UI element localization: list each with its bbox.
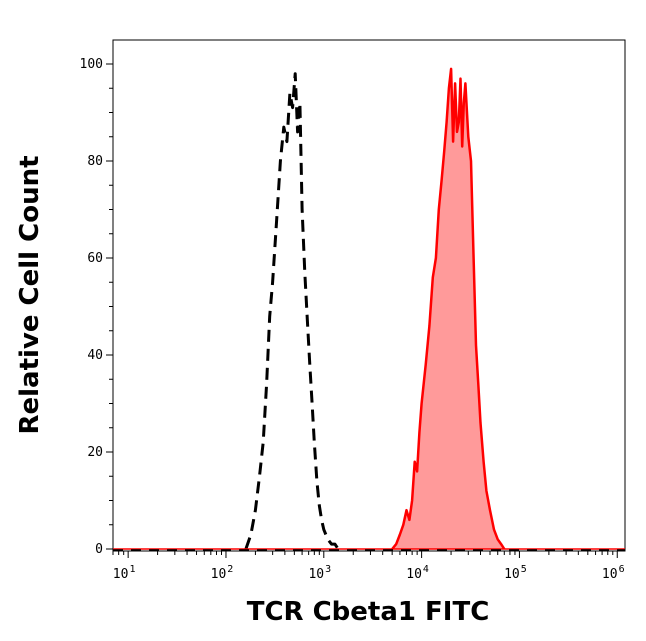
- y-tick-label: 20: [87, 445, 103, 460]
- x-tick-exponent: 6: [619, 564, 625, 575]
- x-tick-label: 106: [602, 564, 625, 582]
- y-minor-ticks: [109, 87, 113, 526]
- y-tick-label: 100: [80, 57, 103, 72]
- x-tick-exponent: 4: [423, 564, 429, 575]
- y-axis-title: Relative Cell Count: [15, 155, 45, 434]
- plot-frame: [112, 39, 626, 552]
- y-tick-label: 0: [95, 542, 103, 557]
- x-tick-label: 102: [211, 564, 234, 582]
- x-minor-ticks: [112, 551, 614, 555]
- x-tick-label: 103: [308, 564, 331, 582]
- x-tick-label: 105: [504, 564, 527, 582]
- control-histogram-line: [244, 72, 340, 550]
- y-axis-ticks: 0 20 40 60 80 100: [80, 57, 113, 557]
- stained-histogram-fill: [392, 68, 505, 550]
- x-tick-label: 104: [406, 564, 429, 582]
- x-tick-exponent: 3: [325, 564, 331, 575]
- x-tick-exponent: 5: [521, 564, 527, 575]
- x-axis-ticks: 101 102 103 104 105 106: [113, 551, 625, 582]
- series-layer: [113, 67, 625, 551]
- x-tick-exponent: 2: [227, 564, 233, 575]
- x-tick-exponent: 1: [129, 564, 135, 575]
- stained-histogram-line: [391, 67, 506, 550]
- x-tick-label: 101: [113, 564, 136, 582]
- y-tick-label: 60: [87, 251, 103, 266]
- y-tick-label: 80: [87, 154, 103, 169]
- x-axis-title: TCR Cbeta1 FITC: [247, 597, 490, 627]
- y-tick-label: 40: [87, 348, 103, 363]
